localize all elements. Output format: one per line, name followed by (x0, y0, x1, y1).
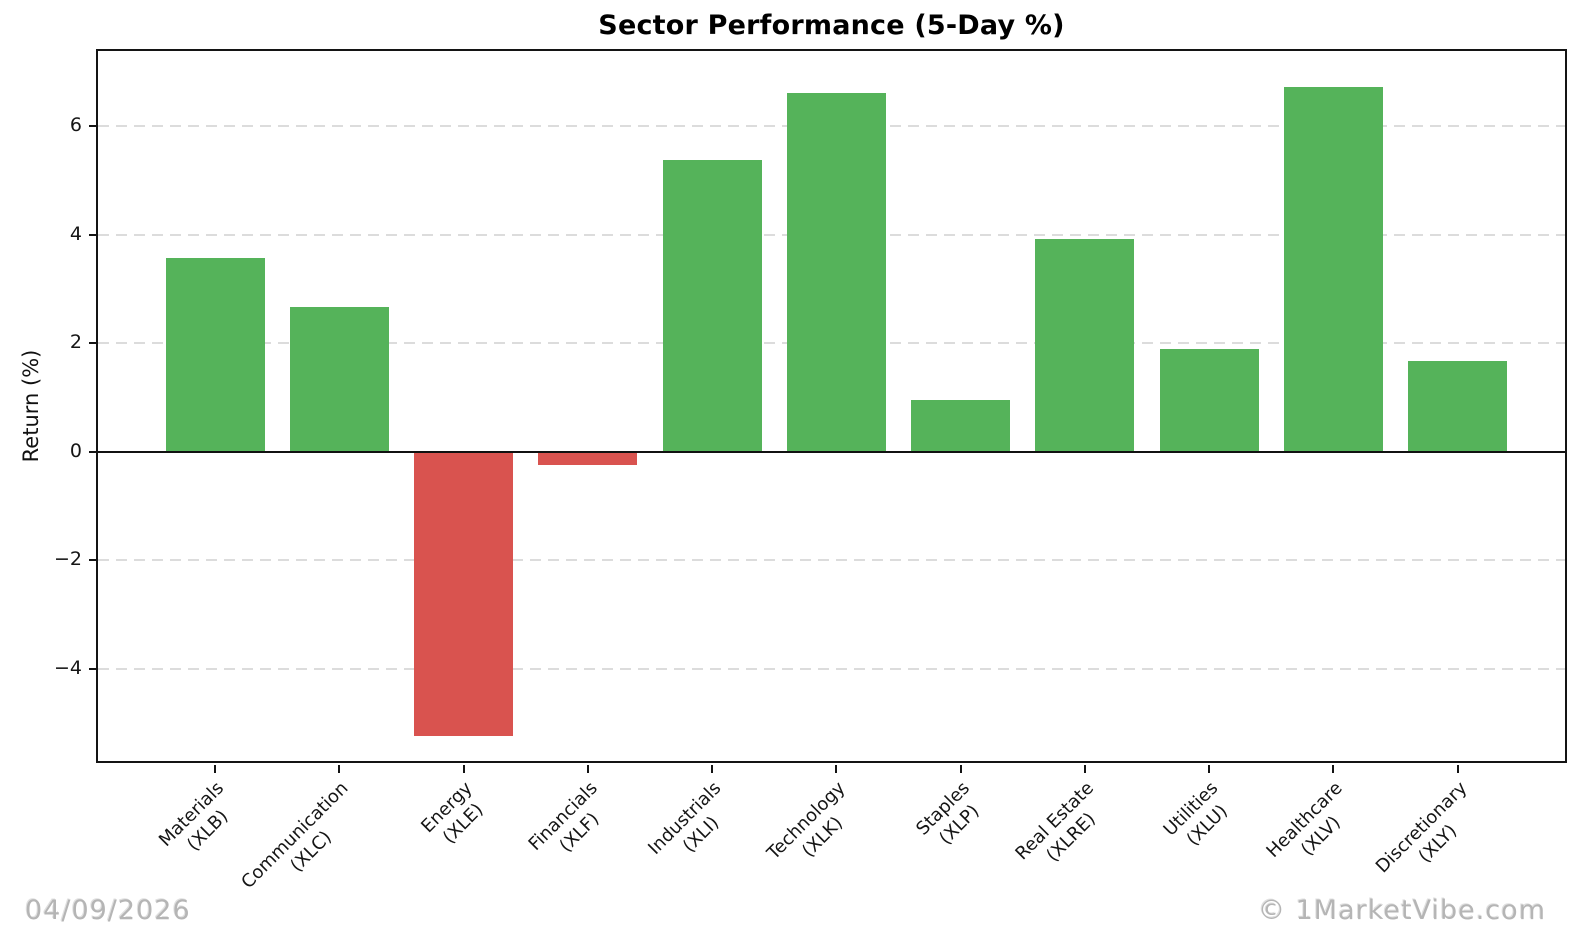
bar-utilities-xlu (1159, 348, 1259, 452)
y-tick-label--4: −4 (53, 656, 82, 679)
x-tick-label-communication-xlc: Communication (XLC) (237, 777, 370, 910)
plot-area: 6 4 2 0 −2 −4 Materials (XLB) Communication (XLC)… (54, 49, 1567, 893)
y-tick-mark-2 (89, 342, 98, 345)
chart-title: Sector Performance (5-Day %) (598, 10, 1065, 41)
zero-line (98, 450, 1565, 453)
x-tick-label-staples-xlp: Staples (XLP) (912, 777, 991, 856)
bar-technology-xlk (786, 93, 886, 452)
gridline-y--2 (98, 559, 1565, 562)
bar-energy-xle (414, 451, 513, 736)
bar-materials-xlb (165, 257, 265, 452)
bar-communication-xlc (289, 306, 389, 452)
x-tick-label-real-estate-xlre: Real Estate (XLRE) (1011, 777, 1115, 881)
x-tick-label-technology-xlk: Technology (XLK) (763, 777, 867, 881)
y-tick-mark--4 (89, 667, 98, 670)
footer-date: 04/09/2026 (25, 895, 191, 926)
x-tick-mark-materials-xlb (214, 765, 216, 773)
x-tick-label-industrials-xli: Industrials (XLI) (644, 777, 743, 876)
y-tick-mark-4 (89, 233, 98, 236)
x-tick-label-energy-xle: Energy (XLE) (417, 777, 494, 854)
bar-healthcare-xlv (1283, 86, 1383, 452)
bar-real-estate-xlre (1035, 238, 1135, 452)
bar-industrials-xli (662, 159, 762, 452)
gridline-y--4 (98, 667, 1565, 670)
x-tick-mark-discretionary-xly (1456, 765, 1459, 773)
x-tick-label-discretionary-xly: Discretionary (XLY) (1371, 777, 1488, 894)
x-tick-mark-staples-xlp (959, 765, 962, 773)
x-tick-label-financials-xlf: Financials (XLF) (523, 777, 618, 872)
y-tick-label-4: 4 (69, 222, 82, 245)
y-tick-label-2: 2 (69, 331, 82, 354)
y-tick-mark--2 (89, 559, 98, 562)
x-tick-label-materials-xlb: Materials (XLB) (155, 777, 246, 868)
y-tick-mark-6 (89, 124, 98, 127)
x-tick-mark-real-estate-xlre (1083, 765, 1086, 773)
x-tick-mark-healthcare-xlv (1332, 765, 1335, 773)
x-tick-mark-utilities-xlu (1208, 765, 1210, 773)
bar-financials-xlf (538, 451, 638, 466)
x-tick-mark-communication-xlc (338, 765, 341, 773)
x-tick-mark-financials-xlf (586, 765, 589, 773)
x-tick-label-healthcare-xlv: Healthcare (XLV) (1262, 777, 1364, 879)
bar-discretionary-xly (1408, 361, 1507, 452)
x-tick-label-utilities-xlu: Utilities (XLU) (1159, 777, 1239, 857)
watermark: © 1MarketVibe.com (1258, 895, 1546, 926)
x-tick-mark-technology-xlk (835, 765, 838, 773)
y-tick-label-0: 0 (69, 439, 82, 462)
x-tick-mark-industrials-xli (711, 765, 713, 773)
x-tick-mark-energy-xle (462, 765, 465, 773)
y-tick-label--2: −2 (53, 548, 82, 571)
y-tick-label-6: 6 (69, 113, 82, 136)
bar-staples-xlp (911, 399, 1010, 452)
y-tick-mark-0 (89, 450, 98, 453)
